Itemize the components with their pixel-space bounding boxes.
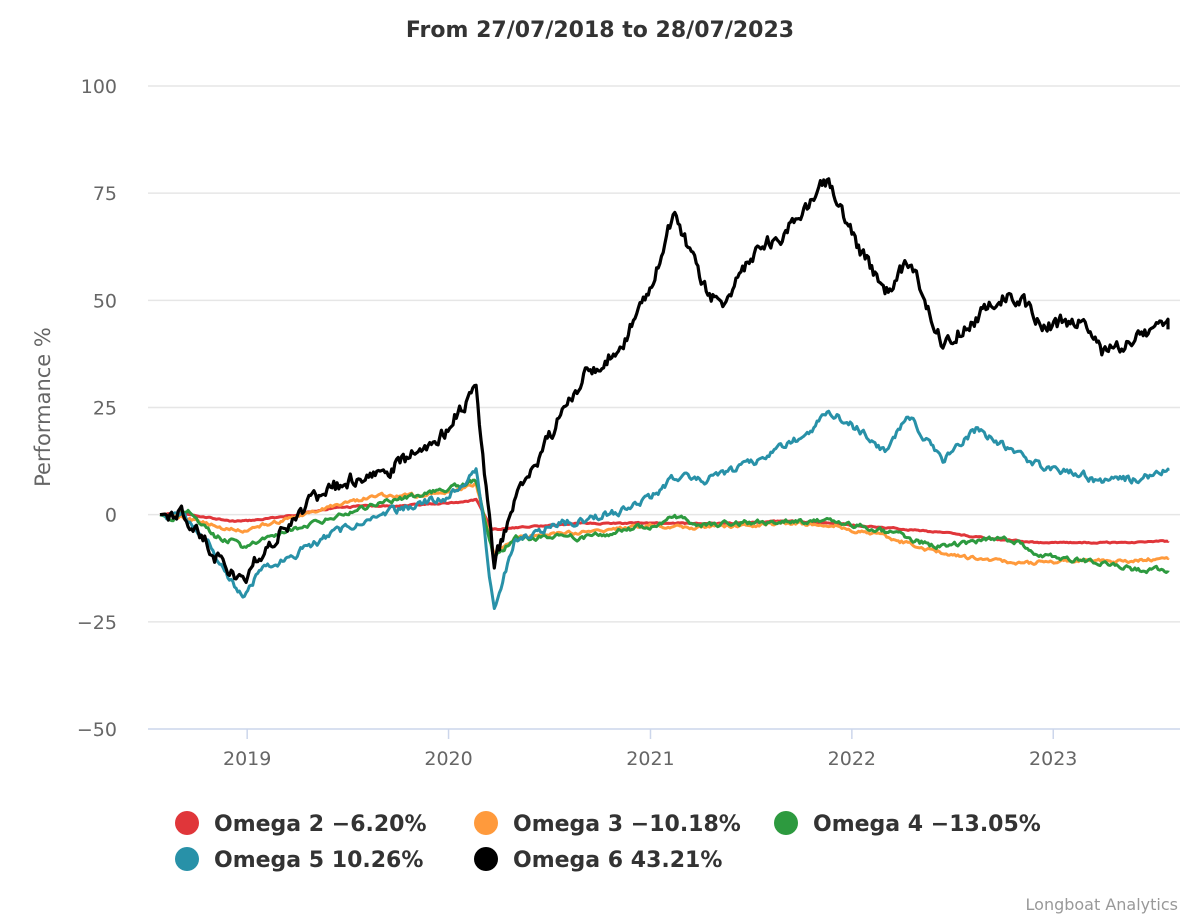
legend-label: Omega 5 10.26% (214, 848, 423, 873)
x-tick-label: 2021 (626, 748, 674, 770)
legend-item-2[interactable]: Omega 2 −6.20% (175, 811, 427, 837)
legend-label: Omega 2 −6.20% (214, 812, 427, 837)
legend-label: Omega 3 −10.18% (513, 812, 741, 837)
legend-label: Omega 6 43.21% (513, 848, 722, 873)
legend: Omega 2 −6.20% Omega 3 −10.18% Omega 4 −13… (175, 811, 1041, 873)
y-tick-label: 100 (81, 76, 117, 98)
y-tick-label: −25 (77, 612, 117, 634)
legend-marker (474, 847, 498, 871)
legend-marker (774, 811, 798, 835)
legend-item-6[interactable]: Omega 6 43.21% (474, 847, 722, 873)
legend-item-3[interactable]: Omega 3 −10.18% (474, 811, 741, 837)
y-tick-label: −50 (77, 719, 117, 741)
series-lines (159, 177, 1170, 610)
x-axis: 2019 2020 2021 2022 2023 (223, 729, 1077, 770)
legend-item-4[interactable]: Omega 4 −13.05% (774, 811, 1041, 837)
x-tick-label: 2022 (828, 748, 876, 770)
y-axis-ticks: 100 75 50 25 0 −25 −50 (77, 76, 117, 741)
series-line-6[interactable] (159, 177, 1170, 584)
chart-title: From 27/07/2018 to 28/07/2023 (406, 18, 794, 43)
y-tick-label: 50 (93, 290, 117, 312)
legend-label: Omega 4 −13.05% (813, 812, 1041, 837)
series-line-5[interactable] (159, 409, 1170, 610)
y-tick-label: 25 (93, 398, 117, 420)
gridlines (148, 85, 1180, 730)
legend-marker (175, 847, 199, 871)
credit-text[interactable]: Longboat Analytics (1026, 895, 1178, 914)
legend-marker (175, 811, 199, 835)
x-tick-label: 2019 (223, 748, 271, 770)
x-tick-label: 2023 (1029, 748, 1077, 770)
x-tick-label: 2020 (424, 748, 472, 770)
series-line-4[interactable] (159, 478, 1170, 575)
y-axis-label: Performance % (31, 327, 55, 487)
legend-marker (474, 811, 498, 835)
series-line-3[interactable] (159, 482, 1170, 566)
legend-item-5[interactable]: Omega 5 10.26% (175, 847, 423, 873)
series-line-2[interactable] (159, 497, 1170, 545)
y-tick-label: 0 (105, 505, 117, 527)
y-tick-label: 75 (93, 183, 117, 205)
